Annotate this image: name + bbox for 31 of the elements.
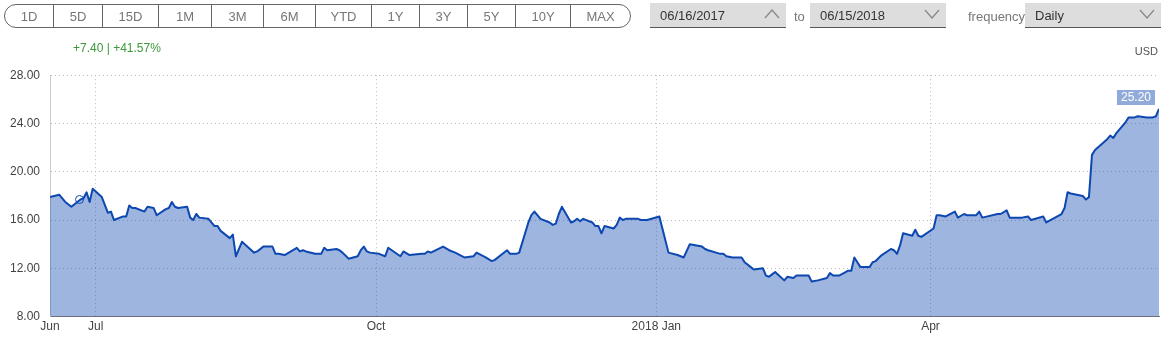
x-tick-label: Apr <box>921 319 940 334</box>
annotation: 25.20 <box>1120 90 1152 105</box>
text: 15D <box>102 5 158 27</box>
text: 1Y <box>371 5 419 27</box>
y-tick-label: 24.00 <box>10 115 41 130</box>
text: 06/16/2017 <box>660 7 726 23</box>
text: to <box>794 9 805 24</box>
y-tick-label: 28.00 <box>10 67 41 82</box>
text: 06/15/2018 <box>820 7 886 23</box>
text: 1D <box>19 7 39 26</box>
y-tick-label: 8.00 <box>16 308 41 323</box>
text: 3Y <box>419 5 467 27</box>
text: 5Y <box>467 5 515 27</box>
text: MAX <box>570 5 630 27</box>
text: +7.40 | +41.57% <box>73 41 161 55</box>
text: 5D <box>53 5 102 27</box>
text: USD <box>1134 45 1158 57</box>
y-tick-label: 16.00 <box>10 212 41 227</box>
y-tick-label: 12.00 <box>10 260 41 275</box>
text: frequency <box>968 9 1026 24</box>
text: 1M <box>158 5 211 27</box>
text: 3M <box>211 5 263 27</box>
text: YTD <box>315 5 371 27</box>
text: 6M <box>263 5 315 27</box>
x-tick-label: 2018 Jan <box>631 319 681 334</box>
y-tick-label: 20.00 <box>10 164 41 179</box>
text: Daily <box>1035 7 1064 23</box>
x-tick-label: Jun <box>40 319 60 334</box>
text: 10Y <box>515 5 570 27</box>
x-tick-label: Jul <box>88 319 104 334</box>
x-tick-label: Oct <box>366 319 387 334</box>
